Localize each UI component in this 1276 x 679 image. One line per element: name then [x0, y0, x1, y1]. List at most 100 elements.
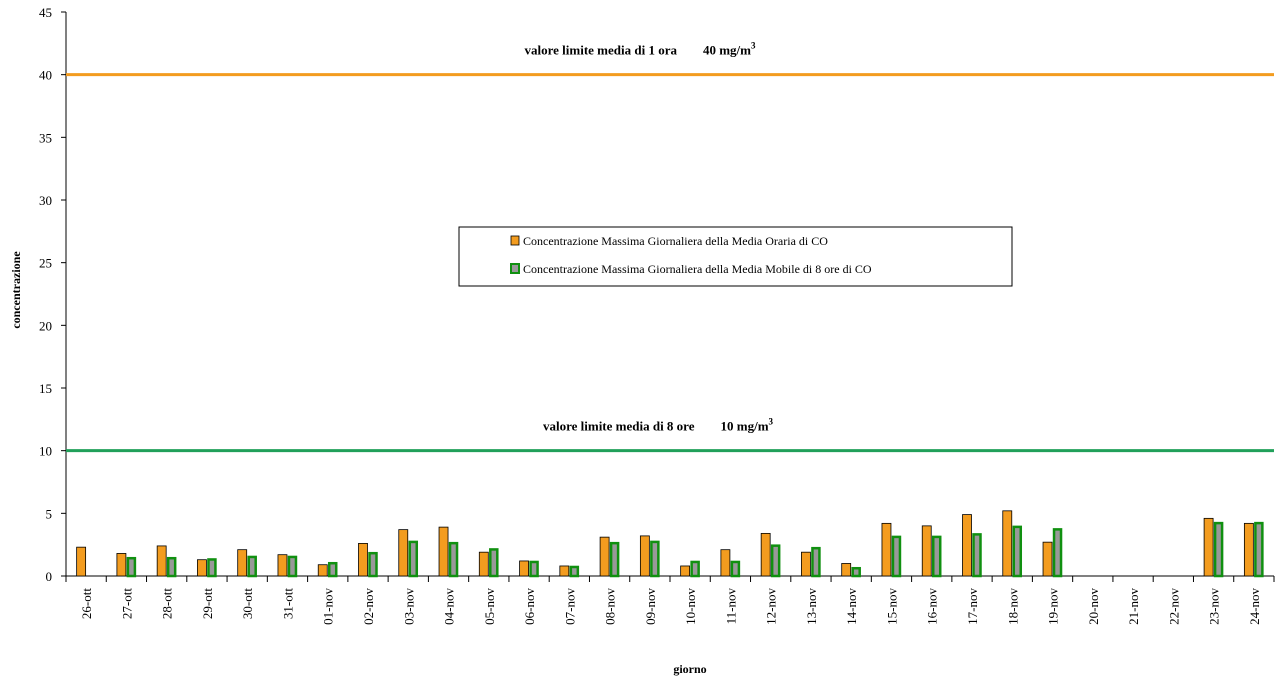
bar-hourly-max [921, 525, 932, 577]
bar-hourly-max [599, 536, 610, 577]
bar-mobile-8h-max [972, 533, 982, 578]
bar-mobile-8h-max [569, 565, 580, 578]
bar-hourly-max [237, 549, 248, 577]
bar-hourly-max [1203, 517, 1214, 577]
bars [76, 510, 1264, 578]
legend-label-hourly: Concentrazione Massima Giornaliera della… [523, 234, 828, 248]
bar-mobile-8h-max [408, 540, 419, 578]
x-tick-label: 19-nov [1046, 588, 1061, 625]
x-tick-label: 16-nov [925, 588, 940, 625]
reference-line-label: valore limite media di 8 ore 10 mg/m3 [543, 417, 774, 434]
x-tick-label: 14-nov [844, 588, 859, 625]
legend-swatch-mobile-8h [510, 263, 520, 274]
bar-mobile-8h-max [287, 555, 298, 578]
bar-hourly-max [720, 549, 731, 577]
y-axis-title: concentrazione [9, 251, 23, 329]
x-tick-label: 21-nov [1126, 588, 1141, 625]
x-tick-label: 24-nov [1247, 588, 1262, 625]
x-tick-label: 23-nov [1207, 588, 1222, 625]
x-tick-label: 13-nov [804, 588, 819, 625]
bar-mobile-8h-max [851, 566, 861, 578]
bar-mobile-8h-max [529, 560, 539, 578]
x-tick-label: 05-nov [482, 588, 497, 625]
x-tick-label: 09-nov [643, 588, 658, 625]
bar-hourly-max [680, 565, 691, 577]
y-tick-label: 5 [46, 506, 53, 521]
bar-mobile-8h-max [247, 555, 257, 578]
x-tick-label: 03-nov [401, 588, 416, 625]
x-tick-label: 30-ott [240, 588, 255, 619]
axes [65, 12, 1274, 577]
bar-hourly-max [116, 553, 127, 577]
bar-mobile-8h-max [207, 558, 217, 578]
bar-hourly-max [76, 546, 87, 577]
y-tick-label: 45 [39, 5, 52, 20]
bar-mobile-8h-max [448, 541, 459, 578]
bar-hourly-max [760, 532, 771, 577]
y-tick-label: 10 [39, 444, 52, 459]
x-tick-label: 07-nov [562, 588, 577, 625]
reference-lines: valore limite media di 1 ora 40 mg/m3 valo… [66, 41, 1274, 453]
y-tick-label: 15 [39, 381, 52, 396]
bar-hourly-max [1243, 522, 1254, 577]
x-tick-label: 22-nov [1166, 588, 1181, 625]
bar-mobile-8h-max [126, 556, 137, 578]
bar-hourly-max [197, 559, 207, 577]
bar-mobile-8h-max [489, 548, 499, 578]
bar-mobile-8h-max [1052, 528, 1063, 578]
bar-mobile-8h-max [1254, 521, 1264, 578]
bar-mobile-8h-max [931, 535, 942, 578]
bar-mobile-8h-max [811, 546, 821, 578]
bar-mobile-8h-max [609, 541, 620, 578]
bar-hourly-max [1002, 510, 1013, 577]
x-tick-label: 27-ott [119, 588, 134, 619]
bar-mobile-8h-max [690, 560, 700, 578]
x-tick-label: 15-nov [884, 588, 899, 625]
y-tick-label: 20 [39, 318, 52, 333]
x-tick-label: 02-nov [361, 588, 376, 625]
y-tick-label: 0 [46, 569, 53, 584]
x-tick-label: 08-nov [603, 588, 618, 625]
legend-label-mobile-8h: Concentrazione Massima Giornaliera della… [523, 262, 872, 276]
x-axis-title: giorno [673, 662, 706, 676]
bar-hourly-max [156, 545, 167, 577]
x-tick-label: 06-nov [522, 588, 537, 625]
y-tick-label: 40 [39, 68, 52, 83]
x-tick-label: 10-nov [683, 588, 698, 625]
bar-mobile-8h-max [166, 556, 177, 578]
x-tick-label: 26-ott [79, 588, 94, 619]
bar-mobile-8h-max [730, 560, 741, 578]
reference-line-label: valore limite media di 1 ora 40 mg/m3 [524, 41, 756, 58]
x-tick-label: 31-ott [280, 588, 295, 619]
bar-hourly-max [438, 526, 449, 577]
bar-hourly-max [881, 522, 892, 577]
bar-mobile-8h-max [327, 561, 338, 578]
y-tick-label: 25 [39, 256, 52, 271]
x-tick-label: 11-nov [723, 588, 738, 625]
x-tick-label: 20-nov [1086, 588, 1101, 625]
bar-mobile-8h-max [1213, 521, 1224, 578]
x-tick-label: 29-ott [200, 588, 215, 619]
bar-hourly-max [358, 543, 368, 577]
bar-hourly-max [639, 535, 650, 577]
x-tick-label: 01-nov [321, 588, 336, 625]
x-tick-label: 17-nov [965, 588, 980, 625]
bar-hourly-max [277, 554, 288, 577]
bar-mobile-8h-max [770, 544, 781, 578]
y-tick-label: 30 [39, 193, 52, 208]
bar-hourly-max [841, 563, 852, 577]
bar-hourly-max [519, 560, 529, 577]
legend: Concentrazione Massima Giornaliera della… [458, 226, 1013, 287]
legend-box [458, 226, 1013, 287]
bar-hourly-max [398, 529, 409, 577]
bar-hourly-max [801, 551, 811, 577]
y-tick-label: 35 [39, 130, 52, 145]
bar-hourly-max [478, 551, 489, 577]
x-tick-label: 18-nov [1005, 588, 1020, 625]
bar-hourly-max [1042, 541, 1053, 577]
bar-mobile-8h-max [650, 540, 660, 578]
bar-hourly-max [317, 564, 328, 577]
bar-hourly-max [559, 565, 570, 577]
x-axis-ticks: 26-ott 27-ott 28-ott 29-ott 30-ott 31-ott 01-n… [65, 576, 1275, 625]
bar-mobile-8h-max [1012, 525, 1023, 578]
